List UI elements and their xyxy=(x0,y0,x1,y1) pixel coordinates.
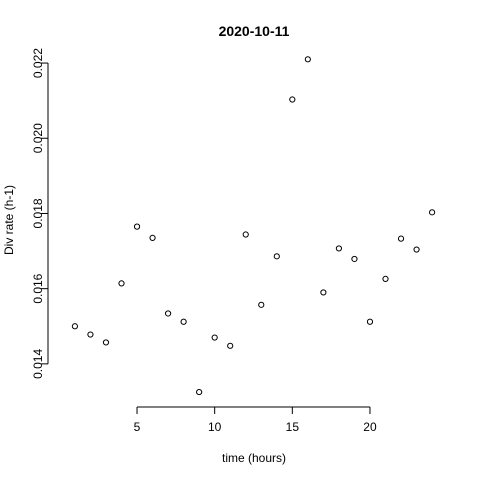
data-point xyxy=(211,334,218,341)
data-point xyxy=(335,245,343,252)
y-tick-label: 0.022 xyxy=(31,48,45,78)
data-point xyxy=(428,209,436,216)
y-axis-ticks: 0.014 0.016 0.018 0.020 0.022 xyxy=(31,48,48,379)
data-point xyxy=(258,301,265,308)
x-tick-label: 15 xyxy=(286,420,300,434)
data-point xyxy=(227,342,234,349)
data-point xyxy=(273,253,280,260)
data-point xyxy=(87,331,94,338)
data-point xyxy=(289,96,296,103)
data-point xyxy=(397,235,405,242)
y-tick-label: 0.016 xyxy=(31,273,45,303)
data-points xyxy=(71,56,436,396)
y-tick-label: 0.018 xyxy=(31,198,45,228)
data-point xyxy=(196,388,203,396)
data-point xyxy=(304,56,311,63)
data-point xyxy=(320,289,327,296)
x-axis-label: time (hours) xyxy=(222,451,286,465)
data-point xyxy=(102,339,110,346)
data-point xyxy=(413,246,420,253)
data-point xyxy=(366,318,374,325)
x-tick-label: 10 xyxy=(208,420,222,434)
data-point xyxy=(242,231,249,238)
data-point xyxy=(351,255,358,263)
x-tick-label: 5 xyxy=(134,420,141,434)
data-point xyxy=(164,310,172,317)
x-tick-label: 20 xyxy=(363,420,377,434)
data-point xyxy=(71,323,79,330)
chart-title: 2020-10-11 xyxy=(219,23,290,39)
data-point xyxy=(149,234,156,242)
y-tick-label: 0.014 xyxy=(31,349,45,379)
y-tick-label: 0.020 xyxy=(31,123,45,153)
data-point xyxy=(133,223,141,230)
data-point xyxy=(180,318,187,325)
y-axis-label: Div rate (h-1) xyxy=(2,185,16,255)
x-axis-ticks: 5 10 15 20 xyxy=(134,407,377,434)
data-point xyxy=(118,280,125,287)
data-point xyxy=(382,275,389,282)
